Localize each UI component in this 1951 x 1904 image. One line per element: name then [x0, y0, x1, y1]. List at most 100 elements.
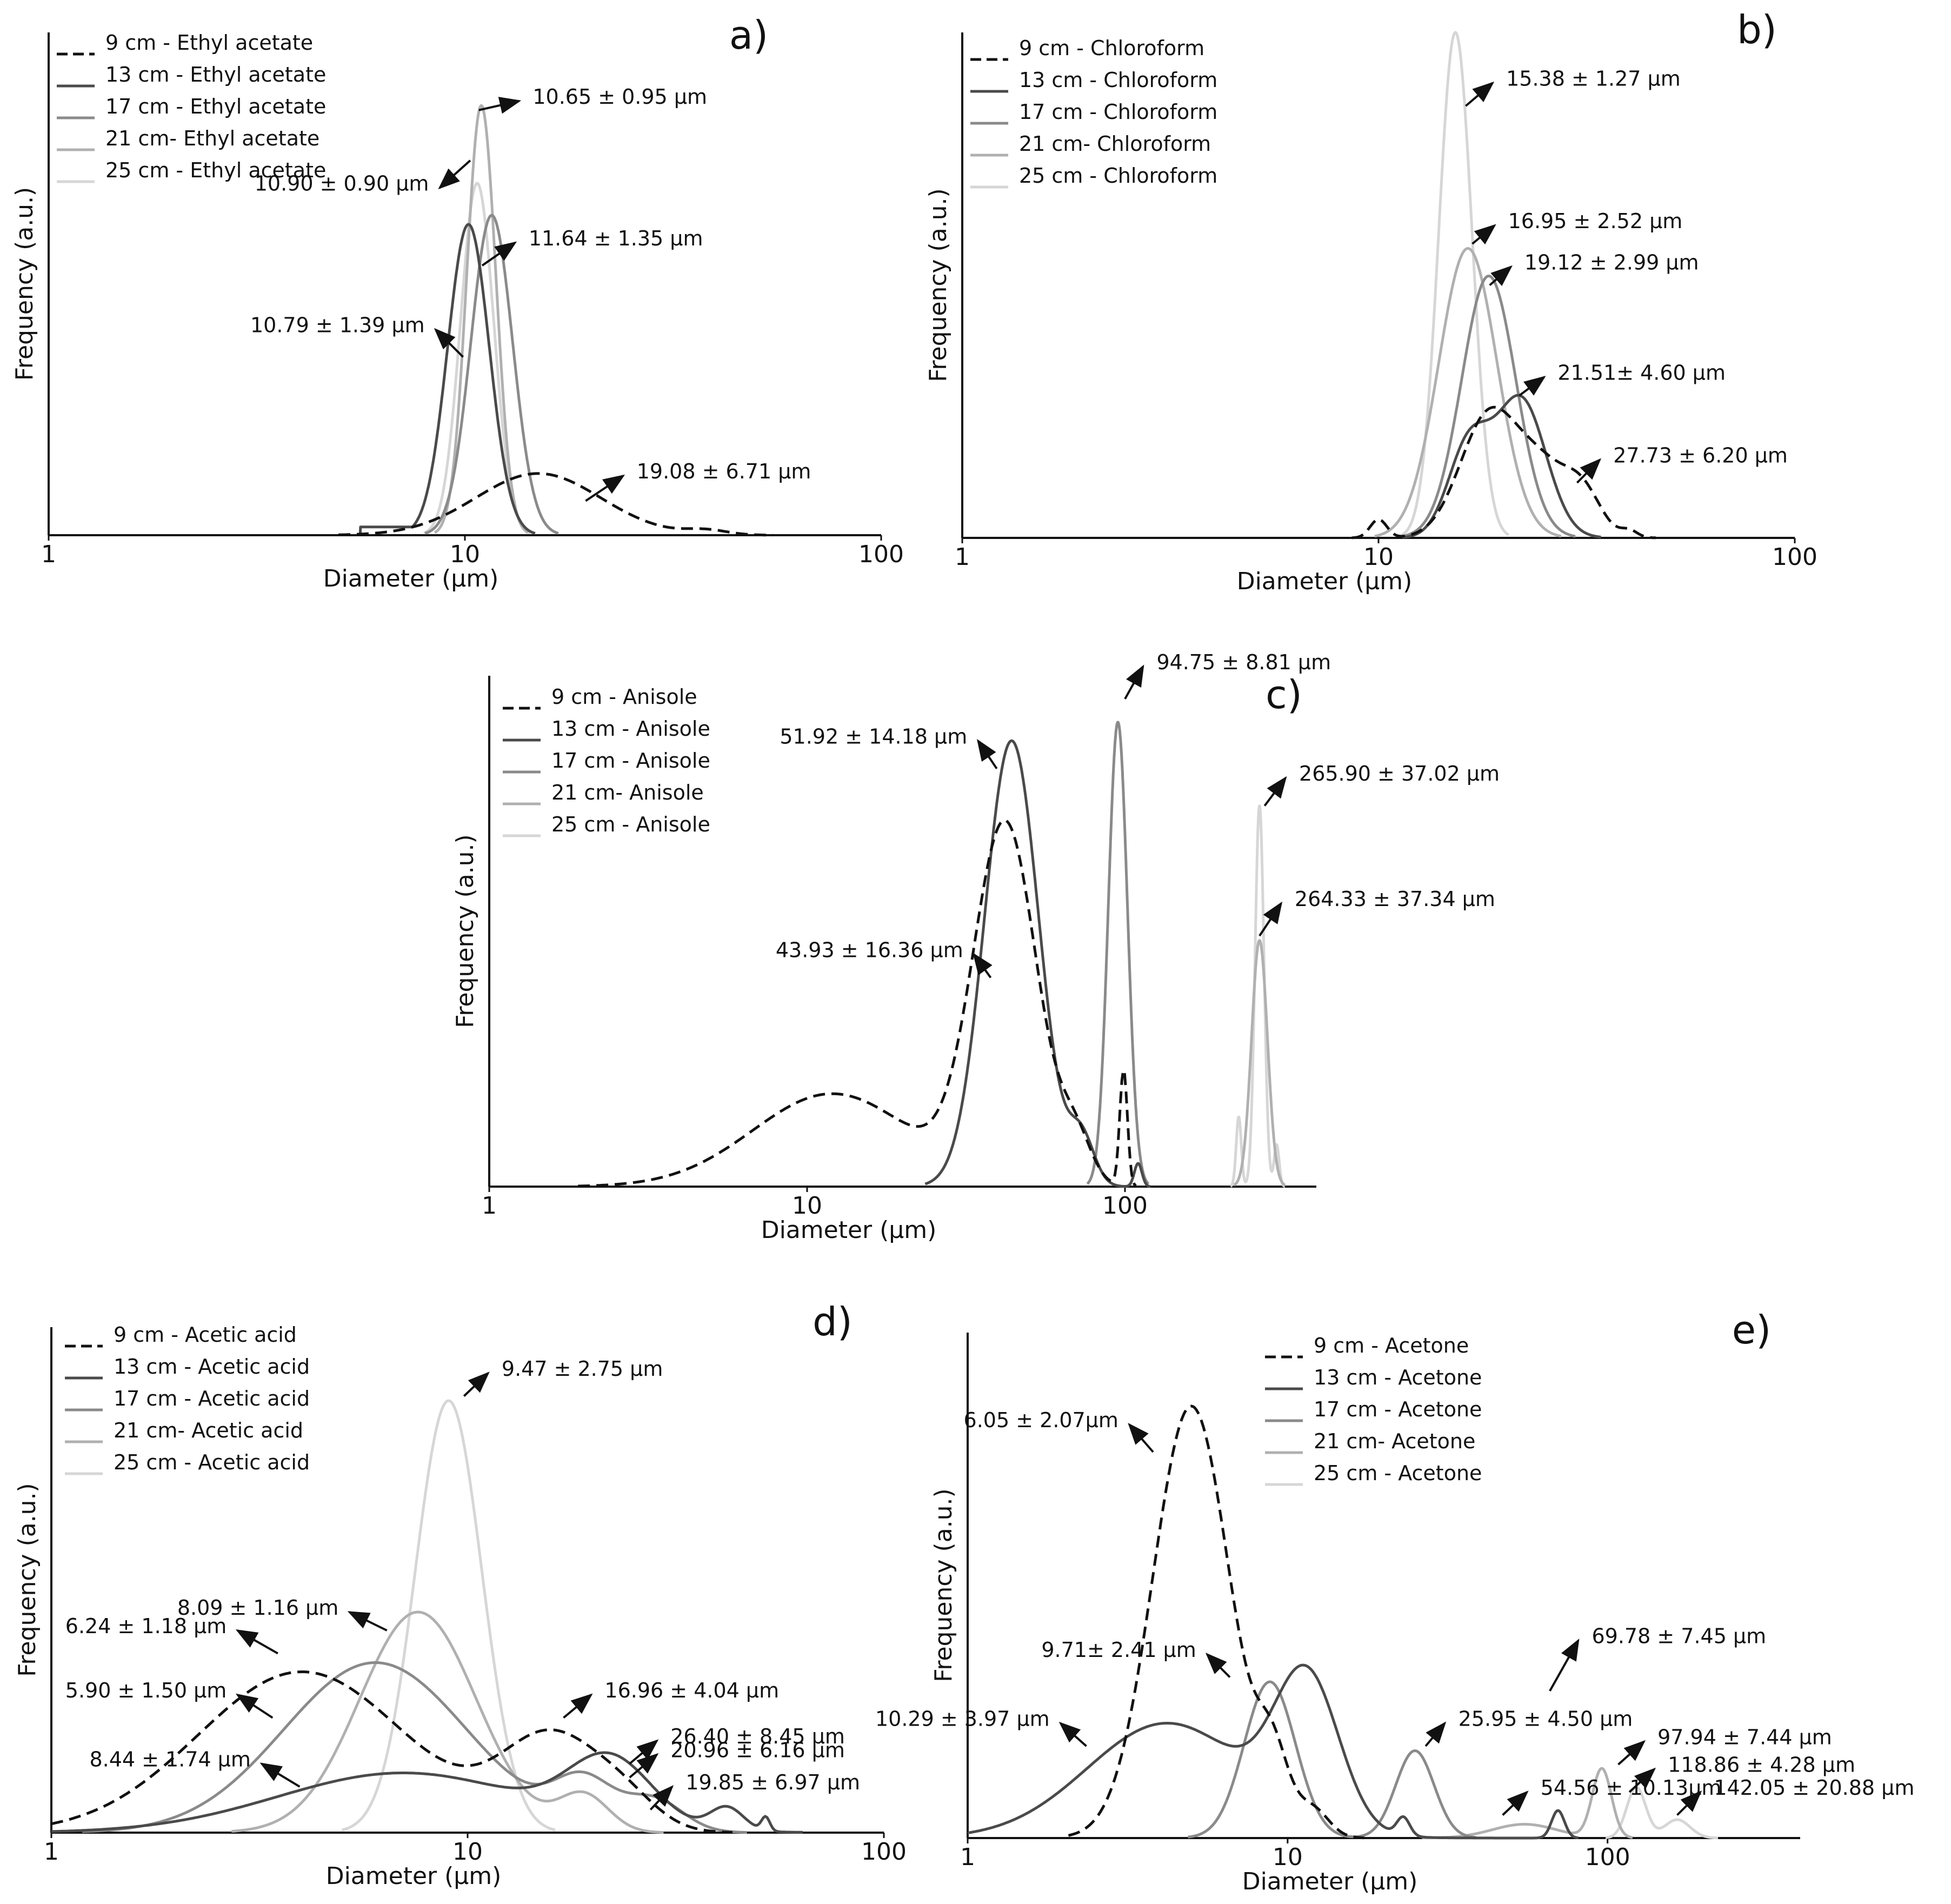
series-line: [1351, 405, 1656, 540]
x-axis-label: Diameter (µm): [326, 1862, 502, 1890]
x-tick-label: 1: [955, 543, 970, 571]
annotation-label: 20.96 ± 6.16 µm: [670, 1739, 845, 1762]
legend-label: 21 cm- Anisole: [551, 781, 704, 804]
panel-d: 1 10 100 Diameter (µm) Frequency (a.u.) d) 9 c…: [14, 1299, 907, 1890]
series-line: [578, 818, 1137, 1188]
annotation-arrow: [478, 97, 522, 114]
legend-label: 9 cm - Ethyl acetate: [105, 31, 313, 55]
annotation-arrow: [235, 1693, 274, 1719]
y-axis-label: Frequency (a.u.): [451, 834, 479, 1028]
annotation-label: 97.94 ± 7.44 µm: [1657, 1726, 1832, 1749]
panel-a: 1 10 100 Diameter (µm) Frequency (a.u.) a) 9 c…: [11, 12, 904, 592]
annotation-label: 8.09 ± 1.16 µm: [177, 1596, 339, 1620]
annotation-label: 5.90 ± 1.50 µm: [65, 1679, 227, 1702]
annotation-arrow: [977, 738, 998, 769]
annotation-arrow: [1676, 1790, 1702, 1816]
legend-label: 17 cm - Chloroform: [1019, 100, 1217, 124]
legend-label: 21 cm- Chloroform: [1019, 132, 1211, 156]
annotation-arrow: [585, 474, 625, 502]
annotation-arrow: [1124, 664, 1144, 700]
series-line: [338, 472, 774, 537]
legend-label: 17 cm - Ethyl acetate: [105, 95, 326, 118]
x-tick-label: 1: [960, 1843, 975, 1871]
legend-label: 21 cm- Ethyl acetate: [105, 127, 319, 150]
series-line: [424, 214, 560, 535]
annotation-label: 19.85 ± 6.97 µm: [685, 1770, 860, 1794]
legend-label: 17 cm - Anisole: [551, 749, 710, 773]
x-tick-label: 1: [44, 1838, 59, 1866]
y-axis-label: Frequency (a.u.): [14, 1483, 41, 1676]
legend-label: 9 cm - Anisole: [551, 685, 697, 709]
x-tick-label: 100: [1585, 1843, 1630, 1871]
annotation-label: 11.64 ± 1.35 µm: [529, 227, 703, 250]
annotation-label: 15.38 ± 1.27 µm: [1506, 67, 1681, 91]
annotation-arrow: [235, 1629, 278, 1655]
legend-label: 17 cm - Acetone: [1314, 1397, 1482, 1421]
annotation-label: 16.96 ± 4.04 µm: [604, 1679, 779, 1702]
annotation-label: 69.78 ± 7.45 µm: [1592, 1625, 1767, 1648]
series-line: [1374, 247, 1562, 538]
x-tick-label: 10: [452, 1838, 483, 1866]
series-line: [1086, 721, 1150, 1186]
x-tick-label: 100: [858, 541, 904, 568]
annotation-arrow: [1502, 1790, 1529, 1816]
annotation-label: 9.71± 2.41 µm: [1041, 1638, 1196, 1662]
series-line: [51, 1670, 733, 1834]
legend-label: 21 cm- Acetone: [1314, 1429, 1475, 1453]
x-axis-label: Diameter (µm): [761, 1216, 937, 1244]
x-tick-label: 1: [482, 1192, 497, 1220]
annotation-arrow: [1471, 224, 1496, 245]
panel-b: 1 10 100 Diameter (µm) Frequency (a.u.) b) 9 c…: [924, 7, 1817, 595]
annotation-arrow: [1259, 901, 1283, 937]
annotation-arrow: [481, 241, 517, 267]
legend: 9 cm - Ethyl acetate 13 cm - Ethyl acetat…: [57, 31, 326, 183]
x-tick-label: 100: [1772, 543, 1817, 571]
panel-e: 1 10 100 Diameter (µm) Frequency (a.u.) e) 9 c…: [875, 1307, 1914, 1895]
annotation-label: 142.05 ± 20.88 µm: [1714, 1776, 1914, 1800]
x-tick-label: 100: [1102, 1192, 1148, 1220]
annotation-arrow: [649, 1785, 674, 1810]
annotation-label: 94.75 ± 8.81 µm: [1156, 650, 1331, 674]
x-tick-label: 10: [792, 1192, 822, 1220]
x-tick-label: 1: [41, 541, 56, 568]
annotation-arrow: [1576, 458, 1602, 484]
series-line: [82, 1661, 747, 1834]
annotation-label: 9.47 ± 2.75 µm: [502, 1357, 663, 1381]
series-line: [1401, 394, 1602, 539]
series-line: [434, 104, 529, 534]
annotation-arrow: [1205, 1653, 1231, 1678]
legend-label: 25 cm - Acetic acid: [114, 1450, 310, 1474]
annotation-arrow: [1128, 1422, 1154, 1453]
series-line: [924, 739, 1151, 1188]
panel-label: c): [1266, 672, 1302, 717]
annotation-label: 10.90 ± 0.90 µm: [255, 171, 429, 195]
y-axis-label: Frequency (a.u.): [11, 187, 38, 381]
annotation-arrow: [1058, 1721, 1087, 1747]
legend-label: 13 cm - Chloroform: [1019, 68, 1217, 92]
y-axis-label: Frequency (a.u.): [924, 188, 952, 382]
annotation-label: 118.86 ± 4.28 µm: [1668, 1753, 1855, 1777]
annotation-arrow: [1424, 1721, 1447, 1747]
legend: 9 cm - Acetone 13 cm - Acetone 17 cm - Ace…: [1265, 1334, 1482, 1486]
annotation-label: 19.12 ± 2.99 µm: [1524, 251, 1699, 275]
legend-label: 21 cm- Acetic acid: [114, 1419, 303, 1442]
legend-label: 13 cm - Anisole: [551, 717, 710, 741]
legend-label: 25 cm - Ethyl acetate: [105, 158, 326, 182]
legend-label: 9 cm - Chloroform: [1019, 36, 1204, 60]
series-line: [1229, 804, 1286, 1188]
annotation-label: 25.95 ± 4.50 µm: [1459, 1707, 1633, 1731]
series-line: [1604, 1786, 1720, 1840]
annotation-arrow: [1549, 1639, 1580, 1692]
legend-label: 9 cm - Acetic acid: [114, 1323, 297, 1347]
y-axis-label: Frequency (a.u.): [930, 1488, 957, 1682]
legend-label: 9 cm - Acetone: [1314, 1334, 1469, 1357]
annotation-arrow: [563, 1693, 593, 1719]
annotation-label: 8.44 ± 1.74 µm: [89, 1748, 251, 1772]
series-line: [51, 1751, 803, 1834]
series-line: [1401, 31, 1510, 536]
panel-label: d): [813, 1299, 853, 1344]
annotation-label: 21.51± 4.60 µm: [1557, 361, 1726, 385]
annotation-label: 16.95 ± 2.52 µm: [1508, 209, 1683, 233]
annotation-label: 43.93 ± 16.36 µm: [776, 938, 963, 962]
